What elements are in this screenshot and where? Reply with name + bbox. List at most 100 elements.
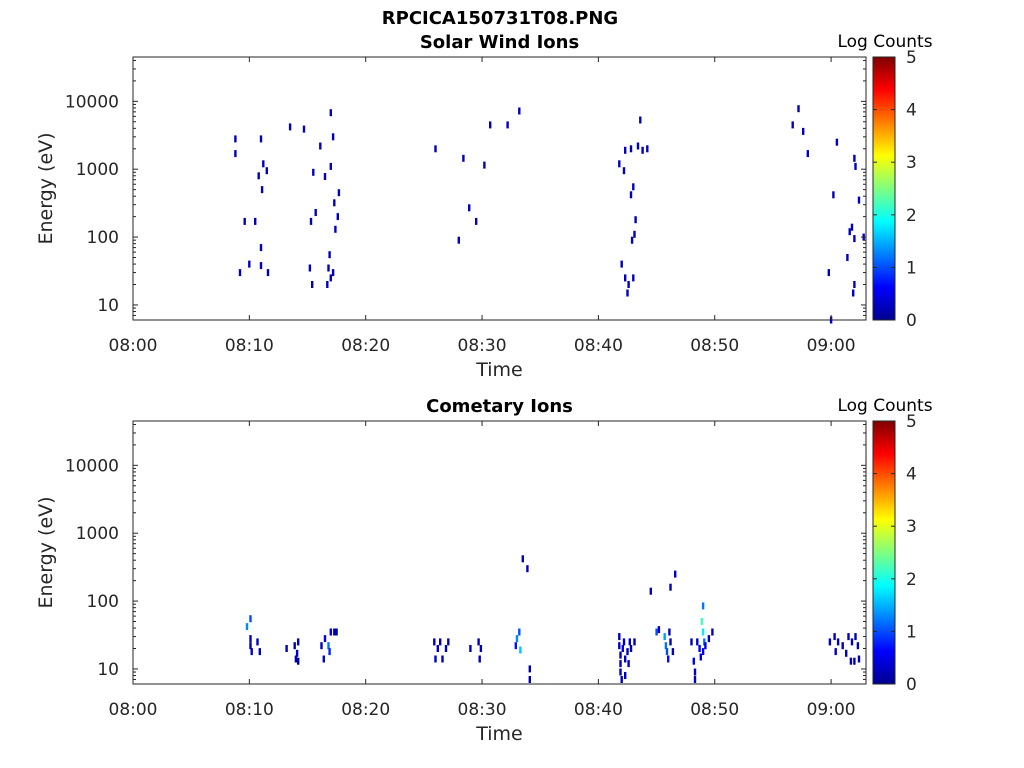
data-cell <box>624 655 627 663</box>
colorbar-tick-label: 1 <box>906 258 917 278</box>
data-cell <box>828 638 832 646</box>
colorbar-tick-label: 1 <box>906 622 917 642</box>
data-cell <box>288 123 292 131</box>
data-cell <box>526 565 529 573</box>
data-cell <box>260 186 264 194</box>
data-cell <box>457 236 460 244</box>
data-cell <box>701 648 705 656</box>
data-cell <box>478 655 481 663</box>
data-cell <box>854 162 857 170</box>
data-cell <box>479 645 483 652</box>
data-cell <box>234 135 237 143</box>
data-cell <box>329 274 332 282</box>
data-cell <box>519 646 522 654</box>
colorbar-tick-label: 4 <box>906 465 917 485</box>
x-tick-label: 08:20 <box>341 336 390 356</box>
data-cell <box>657 626 661 634</box>
data-cell <box>646 145 649 153</box>
data-cell <box>328 251 331 259</box>
colorbar-tick-label: 0 <box>906 311 917 331</box>
data-cells <box>245 555 861 683</box>
colorbar-tick-label: 3 <box>906 153 917 173</box>
y-tick-label: 1000 <box>76 160 119 180</box>
data-cell <box>669 638 672 646</box>
data-cell <box>245 623 249 631</box>
y-tick-label: 1000 <box>76 524 119 544</box>
data-cell <box>701 628 705 636</box>
data-cell <box>477 638 480 646</box>
data-cell <box>314 209 317 216</box>
plot-area <box>132 56 867 321</box>
data-cell <box>632 183 635 191</box>
data-cell <box>700 618 704 625</box>
data-cell <box>797 105 800 113</box>
data-cell <box>627 281 630 288</box>
data-cell <box>649 587 652 595</box>
data-cell <box>699 653 702 661</box>
data-cell <box>857 655 861 663</box>
data-cell <box>436 645 439 652</box>
data-cell <box>664 642 668 650</box>
data-cell <box>663 633 666 641</box>
data-cell <box>475 217 478 225</box>
data-cell <box>293 642 296 650</box>
data-cell <box>619 668 622 676</box>
data-cell <box>626 648 629 656</box>
data-cell <box>528 665 531 673</box>
data-cell <box>641 146 644 154</box>
data-cell <box>468 204 471 212</box>
data-cell <box>841 642 844 650</box>
data-cell <box>622 638 626 646</box>
data-cell <box>312 168 315 176</box>
panel-title: Cometary Ions <box>426 396 573 417</box>
data-cell <box>297 638 300 646</box>
data-cell <box>848 228 851 236</box>
colorbar-tick-label: 2 <box>906 206 917 226</box>
y-axis-label: Energy (eV) <box>35 496 57 608</box>
x-tick-label: 08:30 <box>458 336 507 356</box>
data-cell <box>626 289 629 297</box>
data-cell <box>846 254 849 261</box>
data-cell <box>302 125 306 133</box>
colorbar-tick-label: 0 <box>906 675 917 695</box>
data-cell <box>528 676 531 683</box>
data-cell <box>835 138 839 146</box>
data-cell <box>853 235 856 243</box>
data-cell <box>852 289 855 297</box>
data-cell <box>669 583 672 591</box>
data-cell <box>621 645 624 652</box>
data-cell <box>327 642 330 650</box>
data-cell <box>328 648 331 656</box>
data-cell <box>633 638 636 646</box>
data-cell <box>249 615 252 623</box>
colorbar-label: Log Counts <box>837 32 932 52</box>
data-cell <box>329 162 332 170</box>
data-cell <box>853 657 856 665</box>
data-cell <box>629 645 633 652</box>
data-cell <box>322 655 325 663</box>
data-cell <box>285 645 288 652</box>
colorbar-tick-label: 5 <box>906 48 917 68</box>
data-cell <box>248 260 251 268</box>
data-cell <box>836 638 840 646</box>
x-tick-label: 08:50 <box>690 336 739 356</box>
data-cell <box>791 121 794 129</box>
data-cell <box>849 657 853 665</box>
data-cell <box>439 638 442 646</box>
x-tick-label: 08:00 <box>109 336 158 356</box>
data-cell <box>518 628 521 636</box>
colorbar-tick-label: 3 <box>906 517 917 537</box>
chart-panel-2: Cometary Ions 08:00 08:10 08:20 08:30 08:40 08… <box>35 396 933 745</box>
data-cell <box>319 142 322 150</box>
data-cell <box>506 121 509 129</box>
data-cell <box>856 642 860 650</box>
y-tick-label: 100 <box>87 228 119 248</box>
y-tick-label: 10000 <box>65 456 119 476</box>
colorbar-tick-label: 4 <box>906 101 917 121</box>
data-cell <box>518 107 521 115</box>
data-cell <box>335 628 338 636</box>
data-cell <box>853 154 856 162</box>
data-cell <box>633 230 636 238</box>
data-cell <box>850 223 854 231</box>
data-cell <box>857 196 861 204</box>
